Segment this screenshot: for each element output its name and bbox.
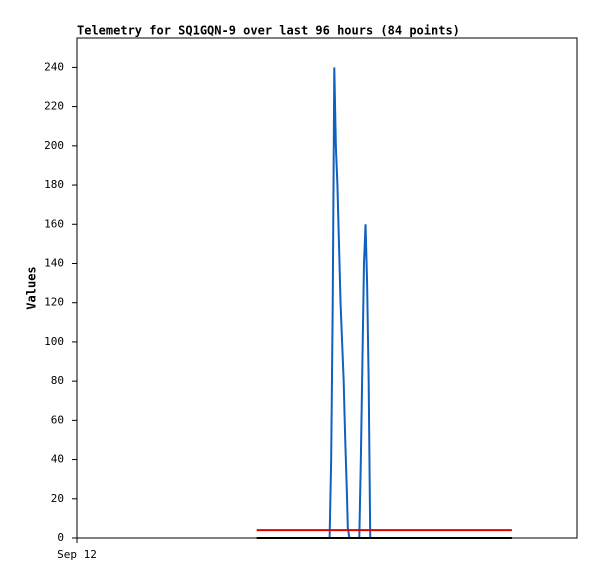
y-tick-label: 200 (44, 139, 64, 152)
plot-frame (76, 37, 578, 539)
y-tick-label: 160 (44, 217, 64, 230)
y-tick-label: 100 (44, 335, 64, 348)
series-line (328, 67, 372, 539)
x-tick-label: Sep 12 (57, 548, 97, 561)
y-tick-label: 120 (44, 296, 64, 309)
y-tick-label: 20 (51, 492, 64, 505)
y-tick-label: 140 (44, 256, 64, 269)
y-tick-label: 80 (51, 374, 64, 387)
y-tick-label: 60 (51, 413, 64, 426)
y-tick-label: 40 (51, 453, 64, 466)
y-tick-label: 240 (44, 60, 64, 73)
y-axis-label: Values (25, 266, 39, 309)
y-tick-label: 220 (44, 100, 64, 113)
y-tick-label: 180 (44, 178, 64, 191)
y-tick-label: 0 (57, 531, 64, 544)
chart-title: Telemetry for SQ1GQN-9 over last 96 hour… (77, 24, 460, 38)
